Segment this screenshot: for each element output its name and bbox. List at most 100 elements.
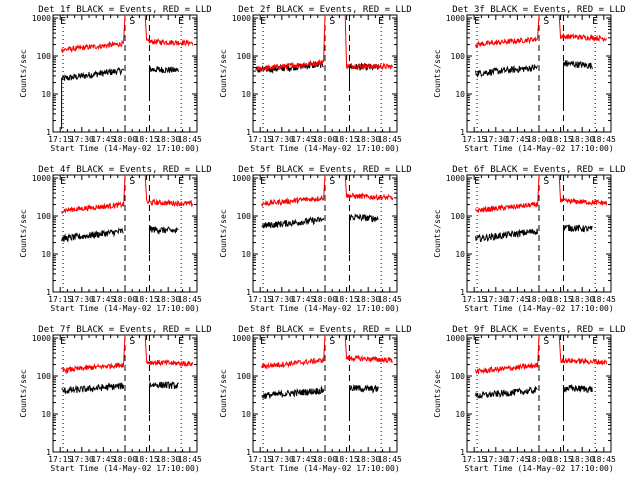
series-line-events xyxy=(261,216,325,229)
marker-label-S: S xyxy=(543,16,549,27)
x-tick-label: 18:00 xyxy=(113,295,137,304)
panel-title: Det 3f BLACK = Events, RED = LLD xyxy=(452,5,625,15)
y-axis-label: Counts/sec xyxy=(19,369,28,417)
x-axis-label: Start Time (14-May-02 17:10:00) xyxy=(464,464,613,473)
x-tick-label: 18:30 xyxy=(356,135,380,144)
x-tick-label: 18:45 xyxy=(378,295,402,304)
x-tick-label: 17:45 xyxy=(91,295,115,304)
y-tick-label: 1000 xyxy=(232,174,251,183)
marker-label-S: S xyxy=(129,176,135,187)
series-line-events xyxy=(149,380,179,414)
x-tick-label: 17:30 xyxy=(70,295,94,304)
x-tick-label: 17:45 xyxy=(505,455,529,464)
x-tick-label: 18:45 xyxy=(178,295,202,304)
plot-frame xyxy=(252,174,398,293)
y-axis-label: Counts/sec xyxy=(19,209,28,257)
marker-label-E: E xyxy=(592,176,598,187)
x-tick-label: 18:45 xyxy=(592,295,616,304)
series-line-lld xyxy=(344,334,393,364)
series-line-lld xyxy=(475,334,540,375)
y-tick-label: 1000 xyxy=(446,174,465,183)
series-line-events xyxy=(61,382,125,394)
y-tick-label: 1000 xyxy=(32,14,51,23)
x-tick-label: 18:45 xyxy=(592,135,616,144)
plot-frame xyxy=(52,334,198,453)
marker-label-E: E xyxy=(474,176,480,187)
marker-label-E: E xyxy=(474,16,480,27)
series-line-events xyxy=(261,385,325,399)
series-line-events xyxy=(61,67,125,129)
panel-title: Det 8f BLACK = Events, RED = LLD xyxy=(238,325,411,335)
x-tick-label: 18:15 xyxy=(335,455,359,464)
y-tick-label: 10 xyxy=(241,90,251,99)
series-line-lld xyxy=(475,14,540,49)
x-tick-label: 17:45 xyxy=(291,455,315,464)
x-tick-label: 18:15 xyxy=(135,455,159,464)
panel-title: Det 1f BLACK = Events, RED = LLD xyxy=(38,5,211,15)
x-tick-label: 18:00 xyxy=(313,135,337,144)
series-line-lld xyxy=(475,174,540,214)
marker-label-S: S xyxy=(329,336,335,347)
y-tick-label: 10 xyxy=(455,250,465,259)
marker-label-E: E xyxy=(378,16,384,27)
marker-label-E: E xyxy=(378,336,384,347)
series-line-lld xyxy=(144,14,194,47)
marker-label-E: E xyxy=(592,336,598,347)
x-tick-label: 17:15 xyxy=(462,455,486,464)
y-tick-label: 10 xyxy=(41,250,51,259)
series-line-events xyxy=(475,63,539,78)
x-tick-label: 17:30 xyxy=(270,455,294,464)
x-tick-label: 17:15 xyxy=(248,135,272,144)
series-line-events xyxy=(563,60,593,106)
x-tick-label: 18:30 xyxy=(356,295,380,304)
marker-label-E: E xyxy=(60,16,66,27)
plot-frame xyxy=(466,174,612,293)
x-axis-label: Start Time (14-May-02 17:10:00) xyxy=(50,464,199,473)
marker-label-S: S xyxy=(329,16,335,27)
marker-label-S: S xyxy=(329,176,335,187)
panel-title: Det 7f BLACK = Events, RED = LLD xyxy=(38,325,211,335)
x-tick-label: 18:30 xyxy=(570,135,594,144)
x-tick-label: 18:30 xyxy=(570,455,594,464)
x-tick-label: 17:45 xyxy=(291,135,315,144)
x-tick-label: 17:30 xyxy=(484,135,508,144)
y-tick-label: 1 xyxy=(46,448,51,457)
series-line-lld xyxy=(558,334,608,366)
y-axis-label: Counts/sec xyxy=(433,49,442,97)
y-tick-label: 1000 xyxy=(446,14,465,23)
x-tick-label: 17:15 xyxy=(48,135,72,144)
y-tick-label: 10 xyxy=(41,410,51,419)
series-line-events xyxy=(149,66,179,98)
y-tick-label: 100 xyxy=(37,52,52,61)
x-axis-label: Start Time (14-May-02 17:10:00) xyxy=(464,304,613,313)
x-tick-label: 18:15 xyxy=(135,135,159,144)
marker-label-E: E xyxy=(178,176,184,187)
x-axis-label: Start Time (14-May-02 17:10:00) xyxy=(250,304,399,313)
marker-label-S: S xyxy=(129,16,135,27)
marker-label-E: E xyxy=(178,16,184,27)
y-axis-label: Counts/sec xyxy=(219,369,228,417)
y-tick-label: 1000 xyxy=(232,334,251,343)
y-tick-label: 1000 xyxy=(32,174,51,183)
panel-title: Det 6f BLACK = Events, RED = LLD xyxy=(452,165,625,175)
x-tick-label: 18:30 xyxy=(156,135,180,144)
x-tick-label: 17:30 xyxy=(484,455,508,464)
series-line-lld xyxy=(558,14,608,43)
plot-frame xyxy=(252,14,398,133)
y-tick-label: 1 xyxy=(460,448,465,457)
x-tick-label: 18:15 xyxy=(549,135,573,144)
x-tick-label: 18:15 xyxy=(135,295,159,304)
y-axis-label: Counts/sec xyxy=(433,209,442,257)
marker-label-E: E xyxy=(474,336,480,347)
x-tick-label: 18:30 xyxy=(356,455,380,464)
series-line-lld xyxy=(144,334,194,368)
y-tick-label: 100 xyxy=(237,212,252,221)
series-line-lld xyxy=(261,174,326,207)
series-line-events xyxy=(475,228,539,243)
x-tick-label: 17:15 xyxy=(462,295,486,304)
